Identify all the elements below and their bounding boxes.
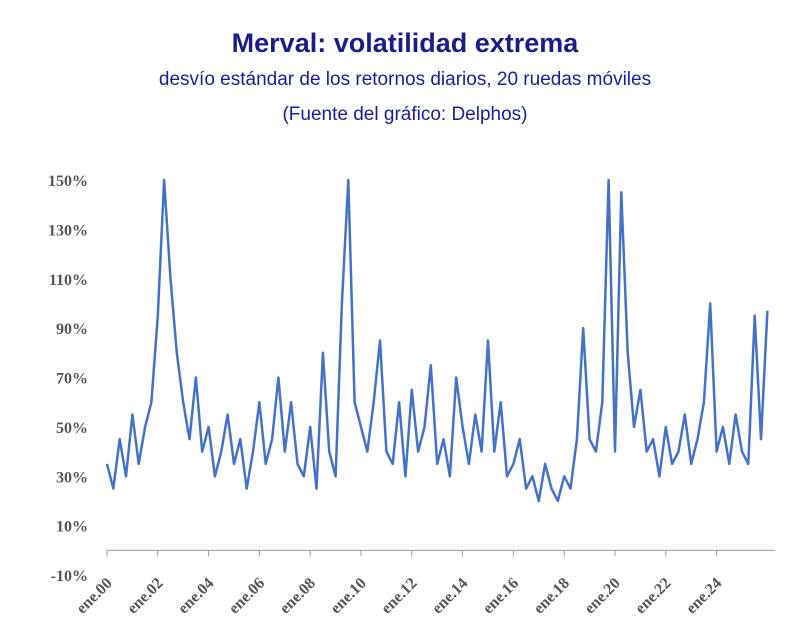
x-tick-label: ene.12 (378, 575, 421, 618)
y-tick-label: 130% (48, 222, 88, 239)
x-tick-label: ene.22 (632, 575, 675, 618)
chart-title: Merval: volatilidad extrema (232, 28, 580, 58)
y-tick-label: 90% (56, 321, 88, 338)
x-tick-label: ene.04 (175, 575, 218, 618)
x-tick-label: ene.18 (531, 575, 574, 618)
y-tick-label: 70% (56, 371, 88, 388)
x-tick-label: ene.16 (480, 575, 523, 618)
chart-source: (Fuente del gráfico: Delphos) (282, 104, 527, 125)
y-tick-label: 110% (49, 272, 88, 289)
line (105, 178, 769, 503)
x-tick-label: ene.02 (124, 575, 167, 618)
y-tick-label: -10% (51, 568, 88, 585)
x-tick-label: ene.20 (581, 575, 624, 618)
y-tick-label: 150% (48, 173, 88, 190)
x-tick-label: ene.24 (683, 575, 726, 618)
chart-subtitle: desvío estándar de los retornos diarios,… (159, 69, 651, 90)
y-tick-label: 50% (56, 420, 88, 437)
x-tick-label: ene.06 (226, 575, 269, 618)
y-tick-label: 30% (56, 469, 88, 486)
y-tick-label: 10% (56, 519, 88, 536)
x-tick-label: ene.14 (429, 575, 472, 618)
x-tick-label: ene.08 (277, 575, 320, 618)
x-tick-label: ene.10 (327, 575, 370, 618)
